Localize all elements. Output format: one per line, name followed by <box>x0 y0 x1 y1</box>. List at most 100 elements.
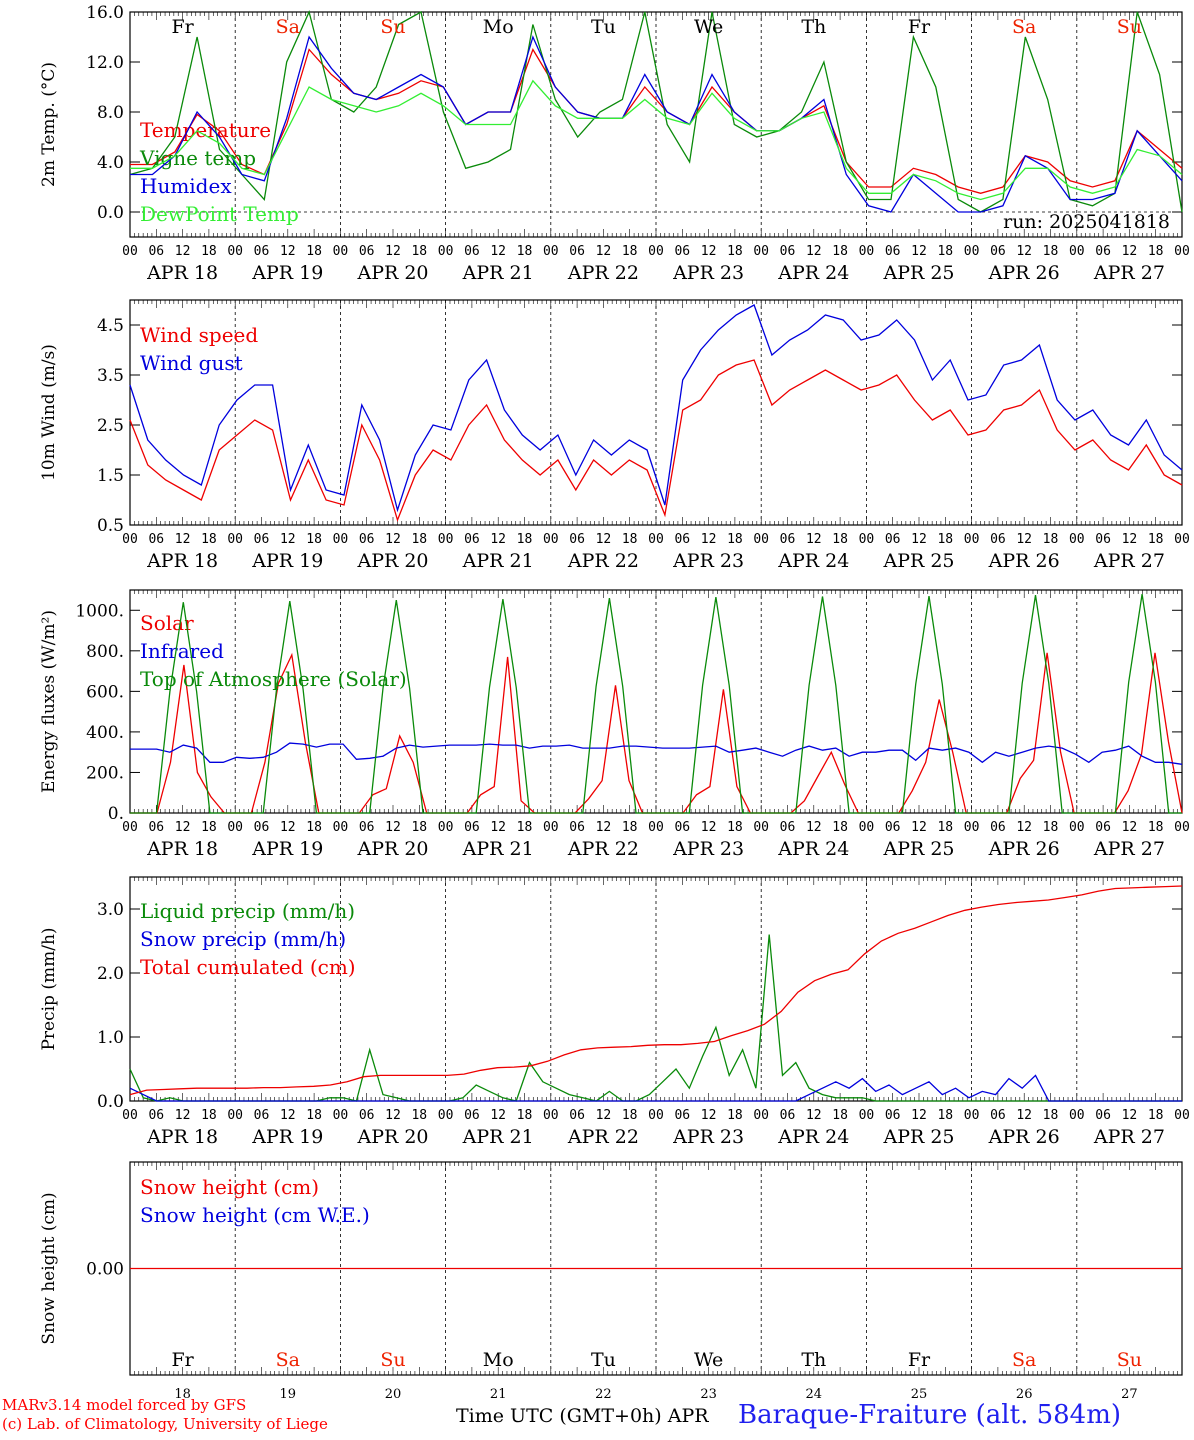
hour-label: 12 <box>701 820 717 835</box>
day-label: APR 27 <box>1093 1126 1165 1148</box>
hour-label: 06 <box>359 532 375 547</box>
hour-label: 12 <box>701 532 717 547</box>
hour-label: 00 <box>333 244 349 259</box>
hour-label: 18 <box>517 1108 533 1123</box>
hour-label: 06 <box>569 820 585 835</box>
hour-label: 12 <box>1016 244 1032 259</box>
hour-label: 18 <box>937 820 953 835</box>
day-number: 25 <box>911 1387 928 1402</box>
hour-label: 06 <box>780 820 796 835</box>
hour-label: 06 <box>780 1108 796 1123</box>
hour-label: 18 <box>727 532 743 547</box>
credit-lab: (c) Lab. of Climatology, University of L… <box>2 1415 328 1433</box>
legend-entry: DewPoint Temp <box>140 202 299 226</box>
day-label: APR 23 <box>672 262 744 284</box>
hour-label: 00 <box>753 244 769 259</box>
hour-label: 00 <box>859 820 875 835</box>
day-label: APR 27 <box>1093 838 1165 860</box>
hour-label: 00 <box>1174 244 1190 259</box>
day-label: APR 20 <box>356 1126 428 1148</box>
y-tick-label: 16.0 <box>86 3 124 23</box>
legend-entry: Humidex <box>140 174 232 198</box>
hour-label: 06 <box>148 532 164 547</box>
hour-label: 18 <box>306 820 322 835</box>
hour-label: 06 <box>359 244 375 259</box>
day-label: APR 24 <box>777 1126 849 1148</box>
hour-label: 18 <box>832 244 848 259</box>
hour-label: 12 <box>911 1108 927 1123</box>
day-number: 19 <box>280 1387 297 1402</box>
day-label: APR 21 <box>462 1126 534 1148</box>
day-number: 18 <box>174 1387 191 1402</box>
hour-label: 18 <box>1148 244 1164 259</box>
day-label: APR 19 <box>251 1126 323 1148</box>
hour-label: 00 <box>227 532 243 547</box>
hour-label: 12 <box>490 532 506 547</box>
weekday-label: We <box>694 1349 723 1371</box>
legend-entry: Wind gust <box>140 351 243 375</box>
weekday-label: Su <box>1117 1349 1142 1371</box>
hour-label: 00 <box>1174 1108 1190 1123</box>
hour-label: 18 <box>1148 820 1164 835</box>
hour-label: 12 <box>280 1108 296 1123</box>
day-label: APR 19 <box>251 838 323 860</box>
day-label: APR 26 <box>988 1126 1060 1148</box>
hour-label: 06 <box>254 1108 270 1123</box>
day-label: APR 20 <box>356 838 428 860</box>
hour-label: 12 <box>490 820 506 835</box>
hour-label: 00 <box>1069 1108 1085 1123</box>
y-axis-label: Precip (mm/h) <box>39 927 59 1050</box>
y-axis-label: 10m Wind (m/s) <box>39 344 59 481</box>
weekday-label: Fr <box>171 16 194 38</box>
weekday-label: Mo <box>483 16 514 38</box>
hour-label: 12 <box>911 532 927 547</box>
y-tick-label: 0. <box>108 804 124 824</box>
hour-label: 12 <box>1122 1108 1138 1123</box>
hour-label: 06 <box>990 532 1006 547</box>
hour-label: 00 <box>1069 244 1085 259</box>
y-tick-label: 4.0 <box>97 153 124 173</box>
hour-label: 00 <box>964 1108 980 1123</box>
series-line-blue <box>129 1074 1182 1102</box>
hour-label: 00 <box>1174 532 1190 547</box>
hour-label: 18 <box>411 532 427 547</box>
day-label: APR 26 <box>988 838 1060 860</box>
hour-label: 12 <box>490 244 506 259</box>
y-tick-label: 12.0 <box>86 53 124 73</box>
hour-label: 12 <box>175 532 191 547</box>
hour-label: 18 <box>937 1108 953 1123</box>
hour-label: 18 <box>937 244 953 259</box>
hour-label: 12 <box>701 1108 717 1123</box>
hour-label: 00 <box>333 820 349 835</box>
hour-label: 18 <box>1148 1108 1164 1123</box>
station-title: Baraque-Fraiture (alt. 584m) <box>738 1400 1122 1430</box>
hour-label: 00 <box>122 532 138 547</box>
hour-label: 12 <box>385 532 401 547</box>
weekday-label: Su <box>380 16 405 38</box>
hour-label: 00 <box>648 244 664 259</box>
hour-label: 06 <box>148 820 164 835</box>
hour-label: 12 <box>280 244 296 259</box>
hour-label: 00 <box>1174 820 1190 835</box>
hour-label: 06 <box>464 1108 480 1123</box>
day-label: APR 22 <box>567 1126 639 1148</box>
y-tick-label: 4.5 <box>97 316 124 336</box>
day-label: APR 20 <box>356 262 428 284</box>
hour-label: 18 <box>622 532 638 547</box>
day-label: APR 26 <box>988 262 1060 284</box>
hour-label: 00 <box>964 244 980 259</box>
hour-label: 12 <box>280 820 296 835</box>
hour-label: 06 <box>1095 244 1111 259</box>
y-tick-label: 0.00 <box>86 1260 124 1280</box>
day-label: APR 21 <box>462 550 534 572</box>
hour-label: 18 <box>411 244 427 259</box>
hour-label: 00 <box>543 820 559 835</box>
hour-label: 18 <box>306 1108 322 1123</box>
day-label: APR 24 <box>777 838 849 860</box>
hour-label: 00 <box>1069 532 1085 547</box>
hour-label: 06 <box>1095 1108 1111 1123</box>
y-axis-label: Energy fluxes (W/m²) <box>39 610 59 793</box>
day-label: APR 21 <box>462 262 534 284</box>
hour-label: 00 <box>648 820 664 835</box>
hour-label: 06 <box>359 1108 375 1123</box>
